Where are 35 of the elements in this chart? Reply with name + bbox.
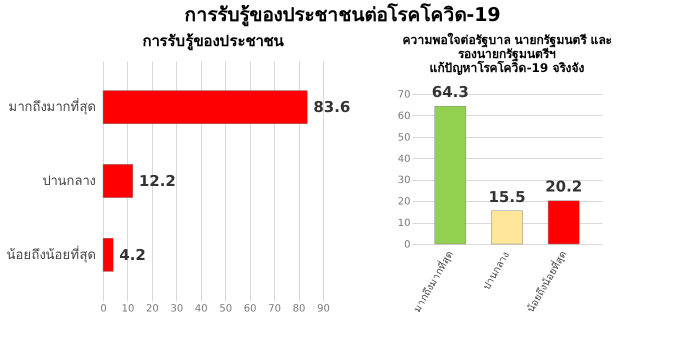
x-tick-label: 90 <box>317 304 330 314</box>
y-tick-label: 40 <box>398 154 410 165</box>
data-label: 15.5 <box>488 188 526 206</box>
data-label: 83.6 <box>313 98 350 116</box>
bar <box>102 90 308 124</box>
chart-subtitle: การรับรู้ของประชาชน <box>142 32 284 51</box>
data-label: 12.2 <box>138 172 176 190</box>
y-tick-label: ปานกลาง <box>42 174 96 189</box>
data-label: 64.3 <box>432 83 469 102</box>
data-label: 4.2 <box>119 246 146 264</box>
y-tick-label: 50 <box>398 132 410 144</box>
x-tick-label: 30 <box>170 304 184 314</box>
bar <box>434 106 466 244</box>
y-tick-label: 20 <box>398 196 410 208</box>
chart-title: ความพอใจต่อรัฐบาล นายกรัฐมนตรี และ รองนายกรัฐมนตรีฯ แก้ปัญหาโรคโควิด-19 จริงจัง <box>402 32 612 76</box>
bar <box>491 210 523 244</box>
x-tick-label: 40 <box>194 304 208 314</box>
y-tick-label: 60 <box>398 110 410 122</box>
chart-title: การรับรู้ของประชาชนต่อโรคโควิด-19 <box>183 2 502 28</box>
y-tick-label: 30 <box>398 175 410 186</box>
x-tick-label: 70 <box>268 304 281 314</box>
x-tick-label: 0 <box>100 304 107 314</box>
x-tick-label: 80 <box>292 304 306 314</box>
x-tick-label: 60 <box>244 304 257 314</box>
x-tick-label: 50 <box>219 304 232 314</box>
y-tick-label: 70 <box>398 90 410 100</box>
x-tick-label: 10 <box>122 304 134 314</box>
bar <box>102 238 114 272</box>
y-tick-label: 10 <box>398 218 410 230</box>
bar <box>548 200 580 244</box>
data-label: 20.2 <box>545 178 582 196</box>
y-tick-label: 0 <box>404 240 410 250</box>
bar <box>102 164 134 198</box>
y-tick-label: มากถึงมากที่สุด <box>8 98 96 116</box>
x-tick-label: 20 <box>146 304 159 314</box>
